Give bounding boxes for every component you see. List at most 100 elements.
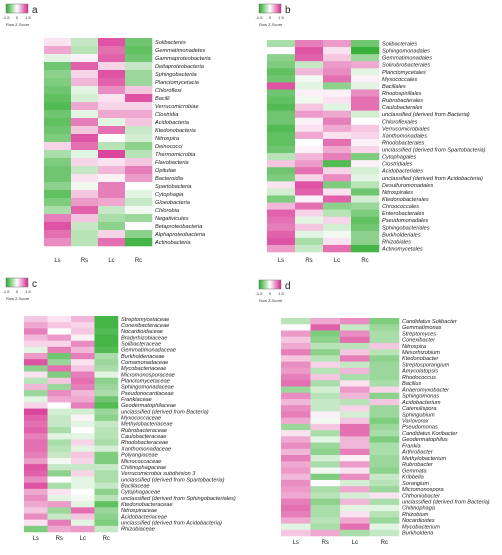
- heatmap-cell: [323, 61, 352, 69]
- heatmap-cell: [310, 367, 341, 375]
- heatmap-cell: [369, 504, 400, 512]
- heatmap-cell: [98, 78, 126, 87]
- heatmap-cell: [340, 486, 370, 493]
- heatmap-cell: [47, 408, 72, 416]
- heatmap-cell: [340, 342, 370, 350]
- heatmap-cell: [267, 167, 296, 175]
- heatmap-cell: [125, 182, 153, 191]
- heatmap-cell: [98, 214, 126, 223]
- heatmap-cell: [71, 214, 99, 223]
- heatmap-cell: [125, 238, 153, 247]
- heatmap-cell: [71, 427, 95, 434]
- heatmap-cell: [295, 138, 324, 147]
- heatmap-cell: [323, 146, 352, 154]
- heatmap-cell: [71, 46, 99, 55]
- heatmap-cell: [71, 519, 95, 527]
- row-label: Gemmatimonadaceae: [121, 348, 176, 354]
- heatmap-cell: [351, 181, 380, 189]
- heatmap-cell: [340, 355, 370, 362]
- heatmap-cell: [44, 158, 72, 167]
- row-label: Ktedonobacteraceae: [121, 502, 173, 508]
- heatmap-cell: [351, 230, 380, 239]
- heatmap-cell: [351, 110, 380, 119]
- heatmap-cell: [44, 230, 72, 239]
- heatmap-cell: [281, 448, 311, 456]
- row-label: Burkholderiaceae: [121, 354, 165, 360]
- heatmap-cell: [94, 390, 119, 397]
- heatmap-cell: [310, 461, 341, 468]
- heatmap-cell: [94, 359, 119, 366]
- heatmap-cell: [323, 82, 352, 90]
- heatmap-cell: [47, 414, 72, 422]
- heatmap-cell: [24, 328, 48, 335]
- heatmap-cell: [94, 494, 119, 502]
- heatmap-cell: [24, 488, 48, 496]
- color-key-label: Row Z-Score: [6, 296, 30, 301]
- color-key-bar: [5, 3, 29, 14]
- heatmap-cell: [47, 420, 72, 428]
- heatmap-cell: [267, 153, 296, 161]
- heatmap-cell: [71, 457, 95, 465]
- heatmap-cell: [295, 89, 324, 97]
- heatmap-cell: [267, 82, 296, 90]
- row-label: Gammaproteobacteria: [155, 56, 211, 62]
- color-key: -1.5 0 1.5 Row Z-Score: [3, 3, 32, 27]
- heatmap-cell: [310, 380, 341, 387]
- heatmap-cell: [310, 486, 341, 493]
- heatmap-cell: [24, 439, 48, 446]
- column-label: Lc: [80, 536, 86, 542]
- heatmap-cell: [44, 126, 72, 135]
- heatmap-cell: [267, 244, 296, 253]
- heatmap-cell: [281, 523, 311, 531]
- heatmap-cell: [323, 188, 352, 196]
- heatmap-cell: [71, 420, 95, 428]
- heatmap-cell: [310, 423, 341, 431]
- row-label: Chloroflexi: [155, 88, 182, 94]
- heatmap-cell: [71, 126, 99, 135]
- color-key-tick: -1.5: [256, 291, 264, 296]
- heatmap-cells: [267, 40, 380, 253]
- heatmap-cell: [125, 206, 153, 215]
- heatmap-cell: [47, 501, 72, 508]
- row-label: Rubrobacterales: [382, 98, 423, 104]
- heatmap-cell: [281, 529, 311, 537]
- heatmap-cell: [369, 486, 400, 493]
- heatmap-cell: [267, 68, 296, 76]
- heatmap-d: -1.5 0 1.5 Row Z-Score d Candidatus Solibacte…: [256, 279, 490, 546]
- heatmap-cell: [295, 61, 324, 69]
- heatmap-cell: [310, 374, 341, 381]
- heatmap-cell: [369, 529, 400, 537]
- heatmap-cell: [340, 430, 370, 437]
- heatmap-cell: [340, 411, 370, 418]
- heatmap-cell: [94, 525, 119, 533]
- heatmap-cell: [71, 142, 99, 151]
- heatmap-cell: [295, 131, 324, 140]
- row-label: Solibacteraceae: [121, 342, 161, 348]
- heatmap-cell: [267, 223, 296, 232]
- heatmap-cell: [71, 408, 95, 416]
- heatmap-cell: [47, 353, 72, 360]
- heatmap-cell: [98, 230, 126, 239]
- heatmap-cell: [323, 75, 352, 83]
- heatmap-cell: [323, 110, 352, 119]
- row-label: unclassified (derived from Bacteria): [382, 112, 470, 118]
- color-key: -1.5 0 1.5 Row Z-Score: [256, 279, 285, 303]
- heatmap-cell: [295, 216, 324, 225]
- heatmap-cell: [24, 371, 48, 379]
- row-label: Clostridia: [155, 112, 178, 118]
- heatmap-cell: [310, 467, 341, 475]
- row-label: Planctomycetales: [382, 70, 426, 76]
- heatmap-cell: [24, 402, 48, 409]
- heatmap-cell: [295, 68, 324, 76]
- row-label: Ktedonobacter: [402, 356, 440, 362]
- heatmap-cell: [44, 222, 72, 231]
- row-label: Candidatus Solibacter: [402, 319, 458, 325]
- row-label: Acidobacteria: [154, 120, 189, 126]
- row-label: Bacteroidia: [155, 176, 183, 182]
- heatmap-cell: [340, 436, 370, 443]
- column-label: Lc: [334, 258, 340, 264]
- row-label: Enterobacterales: [382, 211, 424, 217]
- heatmap-cell: [281, 380, 311, 387]
- heatmap-cell: [351, 54, 380, 62]
- row-label: Frankiaceae: [121, 397, 152, 403]
